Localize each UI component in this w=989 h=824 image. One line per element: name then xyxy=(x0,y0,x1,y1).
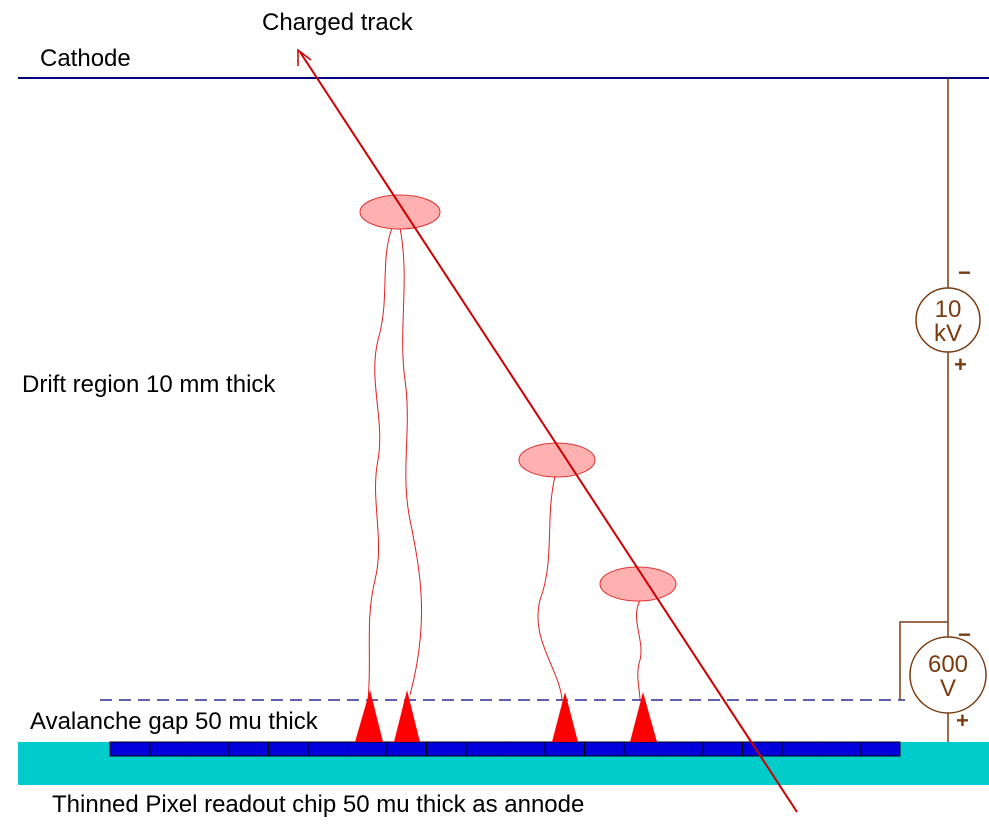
track-line xyxy=(299,51,798,813)
source-unit: kV xyxy=(934,320,962,347)
drift-paths xyxy=(367,227,642,701)
source-plus: + xyxy=(956,708,969,733)
chip-label: Thinned Pixel readout chip 50 mu thick a… xyxy=(52,791,584,818)
avalanches xyxy=(355,690,657,742)
circuit xyxy=(899,78,987,742)
source-minus: − xyxy=(958,260,971,285)
ionization-clusters xyxy=(359,194,677,602)
track-label: Charged track xyxy=(262,9,414,36)
source-plus: + xyxy=(954,352,967,377)
avalanche-label: Avalanche gap 50 mu thick xyxy=(30,708,319,735)
drift-label: Drift region 10 mm thick xyxy=(22,371,276,398)
track-arrow xyxy=(297,48,312,66)
cathode-label: Cathode xyxy=(40,45,131,72)
source-value: 10 xyxy=(935,296,962,323)
pixel-dividers xyxy=(149,742,862,756)
source-value: 600 xyxy=(928,651,968,678)
source-minus: − xyxy=(958,622,971,647)
source-unit: V xyxy=(940,675,956,702)
